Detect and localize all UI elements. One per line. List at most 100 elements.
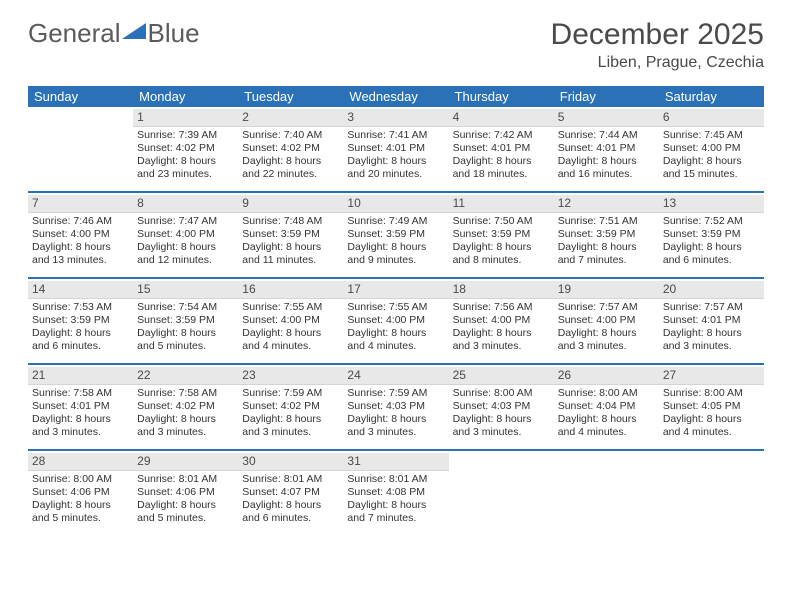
sunset-text: Sunset: 3:59 PM [137,314,234,327]
daylight-text: Daylight: 8 hours and 12 minutes. [137,241,234,267]
sunset-text: Sunset: 4:02 PM [137,400,234,413]
day-number [449,453,554,469]
daylight-text: Daylight: 8 hours and 3 minutes. [32,413,129,439]
daylight-text: Daylight: 8 hours and 3 minutes. [663,327,760,353]
day-cell: 27 Sunrise: 8:00 AMSunset: 4:05 PMDayligh… [659,365,764,449]
sunrise-text: Sunrise: 7:40 AM [242,129,339,142]
sunrise-text: Sunrise: 7:48 AM [242,215,339,228]
calendar: SundayMondayTuesdayWednesdayThursdayFrid… [28,86,764,535]
empty-cell [554,451,659,535]
weekday-friday: Friday [554,86,659,107]
header: General Blue December 2025 Liben, Prague… [0,0,792,76]
sunset-text: Sunset: 4:07 PM [242,486,339,499]
sunset-text: Sunset: 4:01 PM [558,142,655,155]
day-cell: 25Sunrise: 8:00 AMSunset: 4:03 PMDayligh… [449,365,554,449]
week-row: 1Sunrise: 7:39 AMSunset: 4:02 PMDaylight… [28,107,764,191]
daylight-text: Daylight: 8 hours and 4 minutes. [242,327,339,353]
sunset-text: Sunset: 3:59 PM [32,314,129,327]
day-number: 13 [659,195,764,213]
sunrise-text: Sunrise: 7:47 AM [137,215,234,228]
sunset-text: Sunset: 4:00 PM [242,314,339,327]
weekday-saturday: Saturday [659,86,764,107]
day-cell: 20Sunrise: 7:57 AMSunset: 4:01 PMDayligh… [659,279,764,363]
week-row: 14Sunrise: 7:53 AMSunset: 3:59 PMDayligh… [28,277,764,363]
sunrise-text: Sunrise: 7:55 AM [347,301,444,314]
sunrise-text: Sunrise: 7:41 AM [347,129,444,142]
sunset-text: Sunset: 4:00 PM [32,228,129,241]
sunset-text: Sunset: 3:59 PM [347,228,444,241]
day-number: 22 [133,367,238,385]
day-cell: 2 Sunrise: 7:40 AMSunset: 4:02 PMDaylight… [238,107,343,191]
daylight-text: Daylight: 8 hours and 7 minutes. [558,241,655,267]
daylight-text: Daylight: 8 hours and 22 minutes. [242,155,339,181]
day-cell: 7Sunrise: 7:46 AMSunset: 4:00 PMDaylight… [28,193,133,277]
logo: General Blue [28,18,200,49]
day-number: 2 [238,109,343,127]
day-number: 18 [449,281,554,299]
day-number: 25 [449,367,554,385]
sunset-text: Sunset: 4:00 PM [663,142,760,155]
day-cell: 22Sunrise: 7:58 AMSunset: 4:02 PMDayligh… [133,365,238,449]
day-number: 19 [554,281,659,299]
daylight-text: Daylight: 8 hours and 4 minutes. [663,413,760,439]
daylight-text: Daylight: 8 hours and 4 minutes. [558,413,655,439]
daylight-text: Daylight: 8 hours and 6 minutes. [242,499,339,525]
day-cell: 24Sunrise: 7:59 AMSunset: 4:03 PMDayligh… [343,365,448,449]
day-number: 27 [659,367,764,385]
day-number: 21 [28,367,133,385]
sunset-text: Sunset: 4:02 PM [242,142,339,155]
daylight-text: Daylight: 8 hours and 6 minutes. [32,327,129,353]
day-cell: 12Sunrise: 7:51 AMSunset: 3:59 PMDayligh… [554,193,659,277]
day-cell: 30Sunrise: 8:01 AMSunset: 4:07 PMDayligh… [238,451,343,535]
day-cell: 19Sunrise: 7:57 AMSunset: 4:00 PMDayligh… [554,279,659,363]
daylight-text: Daylight: 8 hours and 8 minutes. [453,241,550,267]
sunrise-text: Sunrise: 7:59 AM [347,387,444,400]
day-number: 31 [343,453,448,471]
day-number: 26 [554,367,659,385]
sunrise-text: Sunrise: 7:57 AM [558,301,655,314]
sunset-text: Sunset: 3:59 PM [242,228,339,241]
daylight-text: Daylight: 8 hours and 5 minutes. [32,499,129,525]
sunrise-text: Sunrise: 7:42 AM [453,129,550,142]
sunset-text: Sunset: 4:01 PM [663,314,760,327]
day-number: 3 [343,109,448,127]
sunrise-text: Sunrise: 8:00 AM [453,387,550,400]
daylight-text: Daylight: 8 hours and 23 minutes. [137,155,234,181]
sunrise-text: Sunrise: 8:01 AM [242,473,339,486]
sunset-text: Sunset: 4:05 PM [663,400,760,413]
sunrise-text: Sunrise: 7:52 AM [663,215,760,228]
day-number: 14 [28,281,133,299]
sunrise-text: Sunrise: 7:54 AM [137,301,234,314]
day-cell: 15Sunrise: 7:54 AMSunset: 3:59 PMDayligh… [133,279,238,363]
empty-cell [28,107,133,191]
day-number: 12 [554,195,659,213]
sunset-text: Sunset: 4:01 PM [32,400,129,413]
sunrise-text: Sunrise: 7:39 AM [137,129,234,142]
sunrise-text: Sunrise: 8:00 AM [558,387,655,400]
daylight-text: Daylight: 8 hours and 18 minutes. [453,155,550,181]
sunrise-text: Sunrise: 8:00 AM [663,387,760,400]
sunrise-text: Sunrise: 7:57 AM [663,301,760,314]
day-cell: 28Sunrise: 8:00 AMSunset: 4:06 PMDayligh… [28,451,133,535]
day-cell: 13Sunrise: 7:52 AMSunset: 3:59 PMDayligh… [659,193,764,277]
day-number: 28 [28,453,133,471]
day-number: 17 [343,281,448,299]
sunset-text: Sunset: 4:00 PM [558,314,655,327]
sunrise-text: Sunrise: 7:59 AM [242,387,339,400]
daylight-text: Daylight: 8 hours and 3 minutes. [137,413,234,439]
day-cell: 17Sunrise: 7:55 AMSunset: 4:00 PMDayligh… [343,279,448,363]
sunset-text: Sunset: 4:00 PM [137,228,234,241]
day-number [28,109,133,125]
daylight-text: Daylight: 8 hours and 5 minutes. [137,499,234,525]
sunset-text: Sunset: 3:59 PM [453,228,550,241]
sunrise-text: Sunrise: 7:44 AM [558,129,655,142]
week-row: 28Sunrise: 8:00 AMSunset: 4:06 PMDayligh… [28,449,764,535]
daylight-text: Daylight: 8 hours and 11 minutes. [242,241,339,267]
daylight-text: Daylight: 8 hours and 13 minutes. [32,241,129,267]
triangle-icon [122,21,146,46]
sunrise-text: Sunrise: 7:58 AM [32,387,129,400]
day-number: 4 [449,109,554,127]
sunset-text: Sunset: 4:02 PM [242,400,339,413]
day-cell: 3Sunrise: 7:41 AMSunset: 4:01 PMDaylight… [343,107,448,191]
weekday-sunday: Sunday [28,86,133,107]
